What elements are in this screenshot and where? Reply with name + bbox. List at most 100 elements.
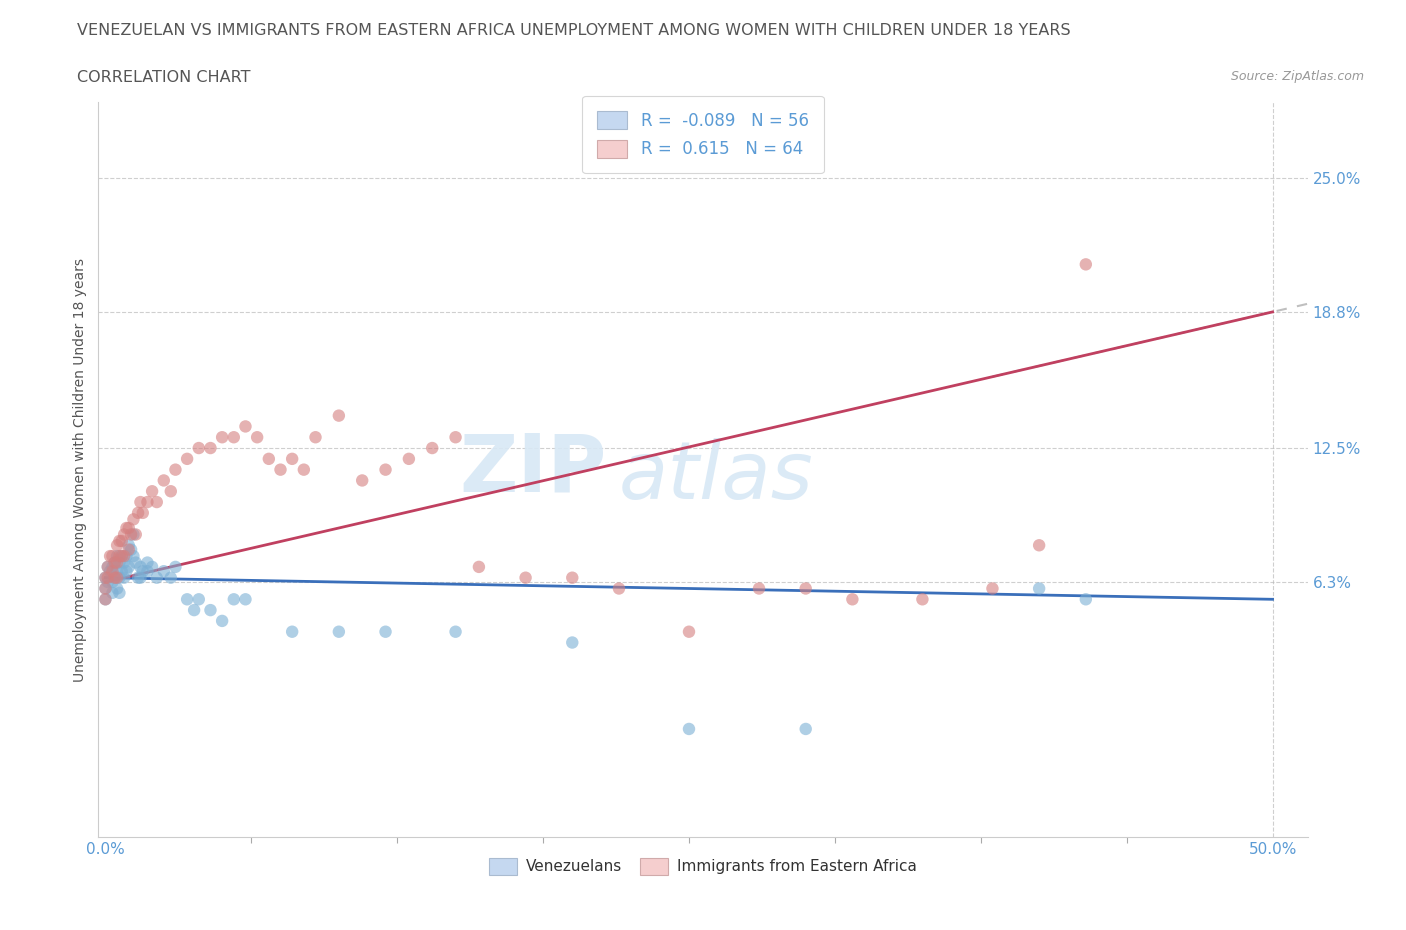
Point xyxy=(129,560,152,575)
Point xyxy=(101,560,124,575)
Point xyxy=(122,512,145,526)
Point xyxy=(152,473,174,488)
Point xyxy=(127,570,149,585)
Point xyxy=(176,591,198,606)
Point xyxy=(111,564,134,578)
Point xyxy=(561,635,583,650)
Point xyxy=(165,560,187,575)
Point xyxy=(115,549,138,564)
Point xyxy=(104,555,127,570)
Point xyxy=(748,581,770,596)
Point xyxy=(94,591,117,606)
Point xyxy=(97,560,120,575)
Point xyxy=(257,451,280,466)
Point xyxy=(159,570,181,585)
Point xyxy=(115,521,138,536)
Point xyxy=(105,564,128,578)
Point xyxy=(141,484,163,498)
Point xyxy=(246,430,269,445)
Point xyxy=(101,564,124,578)
Point xyxy=(222,430,245,445)
Point xyxy=(112,527,135,542)
Point xyxy=(98,564,121,578)
Point xyxy=(118,560,141,575)
Point xyxy=(94,591,117,606)
Point xyxy=(176,451,198,466)
Y-axis label: Unemployment Among Women with Children Under 18 years: Unemployment Among Women with Children U… xyxy=(73,258,87,682)
Point xyxy=(118,538,141,552)
Point xyxy=(108,534,131,549)
Point xyxy=(420,441,443,456)
Point xyxy=(105,570,128,585)
Point xyxy=(111,549,134,564)
Point xyxy=(105,538,128,552)
Point xyxy=(136,555,159,570)
Point xyxy=(678,722,700,737)
Point xyxy=(112,555,135,570)
Point xyxy=(607,581,630,596)
Point xyxy=(111,534,134,549)
Point xyxy=(374,624,396,639)
Point xyxy=(97,560,120,575)
Point xyxy=(841,591,863,606)
Point xyxy=(159,484,181,498)
Point xyxy=(118,542,141,557)
Text: VENEZUELAN VS IMMIGRANTS FROM EASTERN AFRICA UNEMPLOYMENT AMONG WOMEN WITH CHILD: VENEZUELAN VS IMMIGRANTS FROM EASTERN AF… xyxy=(77,23,1071,38)
Point xyxy=(911,591,934,606)
Point xyxy=(794,722,817,737)
Point xyxy=(120,542,142,557)
Point xyxy=(146,495,169,510)
Point xyxy=(125,527,148,542)
Point xyxy=(104,570,127,585)
Point xyxy=(515,570,537,585)
Point xyxy=(132,505,155,520)
Point xyxy=(120,527,142,542)
Point xyxy=(352,473,374,488)
Point xyxy=(292,462,315,477)
Point xyxy=(794,581,817,596)
Point xyxy=(211,614,233,629)
Point xyxy=(94,570,117,585)
Text: ZIP: ZIP xyxy=(458,431,606,509)
Text: atlas: atlas xyxy=(619,438,813,516)
Point xyxy=(101,549,124,564)
Point xyxy=(94,581,117,596)
Point xyxy=(97,570,120,585)
Point xyxy=(112,570,135,585)
Point xyxy=(183,603,205,618)
Point xyxy=(132,564,155,578)
Point xyxy=(141,560,163,575)
Point xyxy=(1074,257,1097,272)
Text: CORRELATION CHART: CORRELATION CHART xyxy=(77,70,250,85)
Point xyxy=(374,462,396,477)
Point xyxy=(108,570,131,585)
Point xyxy=(105,549,128,564)
Point xyxy=(328,624,350,639)
Point xyxy=(235,591,257,606)
Point xyxy=(104,555,127,570)
Point xyxy=(187,441,209,456)
Point xyxy=(1028,538,1050,552)
Point xyxy=(112,549,135,564)
Point xyxy=(200,441,222,456)
Point xyxy=(152,564,174,578)
Text: Source: ZipAtlas.com: Source: ZipAtlas.com xyxy=(1230,70,1364,83)
Point xyxy=(129,570,152,585)
Point xyxy=(122,527,145,542)
Point xyxy=(187,591,209,606)
Point xyxy=(101,585,124,600)
Point xyxy=(111,549,134,564)
Point xyxy=(104,570,127,585)
Point xyxy=(105,581,128,596)
Point xyxy=(444,624,467,639)
Point xyxy=(561,570,583,585)
Point xyxy=(281,451,304,466)
Point xyxy=(1028,581,1050,596)
Legend: Venezuelans, Immigrants from Eastern Africa: Venezuelans, Immigrants from Eastern Afr… xyxy=(484,852,922,881)
Point xyxy=(146,570,169,585)
Point xyxy=(281,624,304,639)
Point xyxy=(328,408,350,423)
Point xyxy=(98,549,121,564)
Point xyxy=(108,555,131,570)
Point xyxy=(981,581,1004,596)
